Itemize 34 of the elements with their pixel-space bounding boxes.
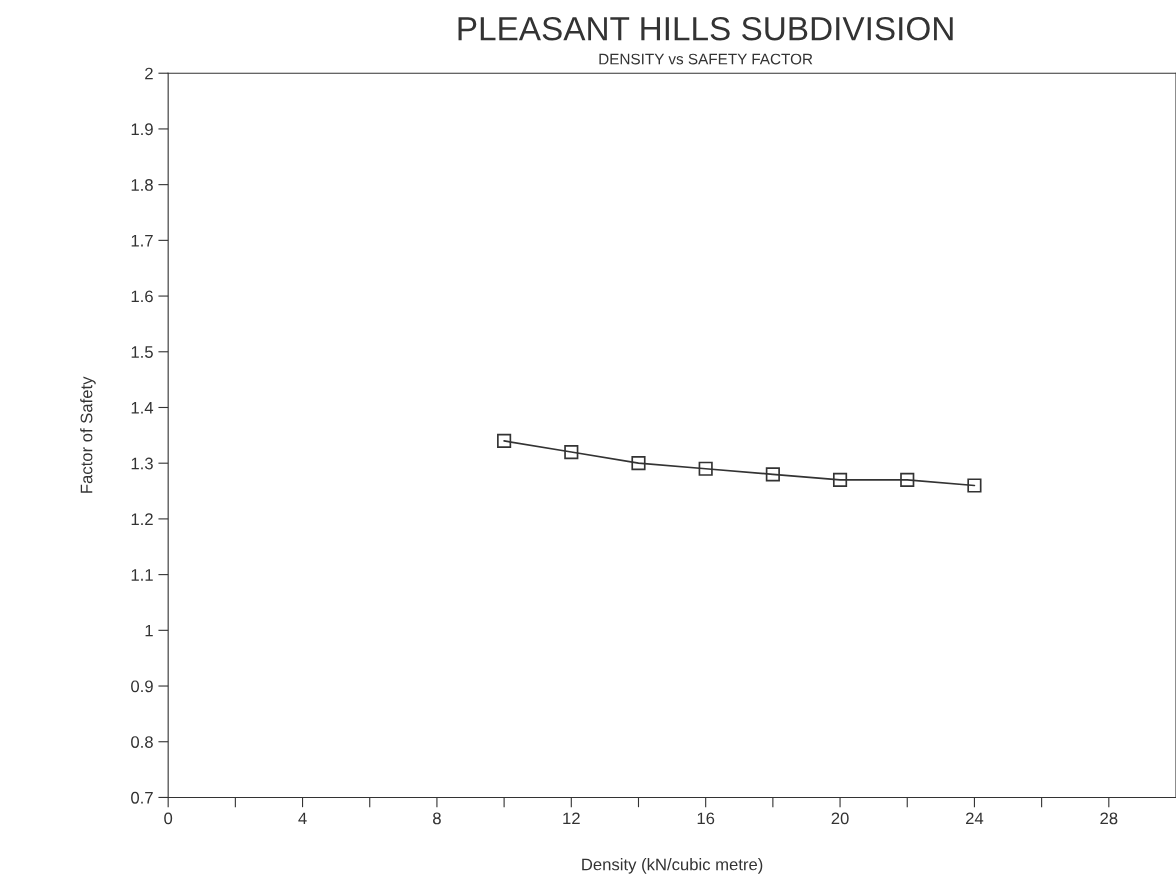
y-tick-label: 1 bbox=[145, 624, 153, 637]
y-tick-label: 1.7 bbox=[131, 234, 153, 247]
point bbox=[497, 433, 512, 448]
x-tick-label: 16 bbox=[697, 812, 715, 825]
x-axis-title: Density (kN/cubic metre) bbox=[582, 858, 763, 874]
y-tick-label: 0.9 bbox=[131, 680, 153, 693]
point bbox=[900, 472, 915, 487]
point bbox=[967, 478, 982, 493]
y-tick-label: 1.2 bbox=[131, 513, 153, 525]
point bbox=[631, 456, 646, 471]
point bbox=[698, 461, 713, 476]
y-tick-label: 0.7 bbox=[131, 791, 153, 804]
x-tick-label: 4 bbox=[298, 812, 307, 825]
x-tick-label: 8 bbox=[433, 812, 441, 825]
x-tick-label: 24 bbox=[966, 812, 984, 825]
point bbox=[832, 472, 848, 487]
x-tick-label: 0 bbox=[164, 812, 173, 825]
x-tick-label: 20 bbox=[831, 812, 849, 825]
y-tick-label: 1.9 bbox=[131, 123, 153, 136]
y-tick-label: 1.6 bbox=[131, 290, 153, 303]
x-tick-label: 12 bbox=[563, 812, 580, 825]
y-tick-label: 1.4 bbox=[131, 402, 154, 414]
y-tick-label: 2 bbox=[145, 67, 153, 80]
x-tick-label: 28 bbox=[1100, 812, 1118, 825]
y-tick-label: 1.5 bbox=[131, 346, 153, 358]
y-axis-title: Factor of Safety bbox=[80, 376, 96, 493]
y-tick-label: 0.8 bbox=[131, 736, 153, 748]
y-tick-label: 1.1 bbox=[131, 569, 153, 581]
chart-subtitle: DENSITY vs SAFETY FACTOR bbox=[599, 53, 813, 65]
chart-title: PLEASANT HILLS SUBDIVISION bbox=[458, 16, 953, 41]
point bbox=[564, 444, 579, 460]
y-tick-label: 1.3 bbox=[131, 457, 153, 470]
y-tick-label: 1.8 bbox=[131, 179, 153, 191]
point bbox=[765, 467, 780, 482]
